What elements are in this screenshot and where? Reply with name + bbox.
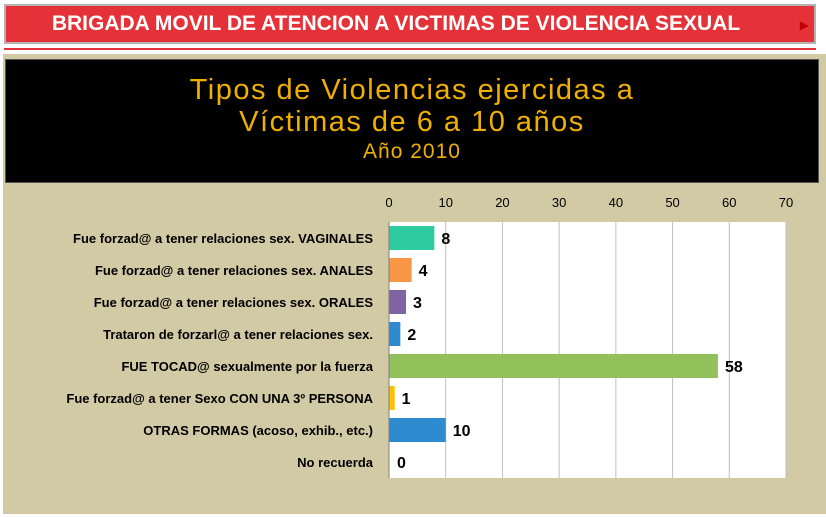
chart-title-box: Tipos de Violencias ejercidas a Víctimas… (5, 59, 819, 183)
data-label: 10 (453, 423, 471, 440)
bar (389, 258, 412, 282)
category-label: Trataron de forzarl@ a tener relaciones … (103, 327, 373, 342)
data-label: 2 (407, 327, 416, 344)
chart-subtitle-year: Año 2010 (363, 140, 461, 163)
bar (389, 418, 446, 442)
category-label: Fue forzad@ a tener relaciones sex. ANAL… (95, 263, 373, 278)
chart-title-line-2: Víctimas de 6 a 10 años (239, 106, 585, 138)
data-label: 58 (725, 359, 743, 376)
bar (389, 226, 435, 250)
data-label: 3 (413, 295, 422, 312)
category-label: Fue forzad@ a tener Sexo CON UNA 3º PERS… (66, 391, 373, 406)
category-label: FUE TOCAD@ sexualmente por la fuerza (121, 359, 373, 374)
bar (389, 322, 401, 346)
category-label: OTRAS FORMAS (acoso, exhib., etc.) (143, 423, 373, 438)
x-tick-label: 0 (385, 195, 392, 210)
header-divider (4, 48, 816, 50)
header-banner: BRIGADA MOVIL DE ATENCION A VICTIMAS DE … (4, 4, 816, 44)
x-tick-label: 60 (722, 195, 736, 210)
x-tick-label: 50 (665, 195, 679, 210)
bar (389, 386, 395, 410)
x-tick-label: 40 (609, 195, 623, 210)
arrow-right-icon[interactable]: ▶ (799, 18, 809, 32)
x-tick-label: 10 (438, 195, 452, 210)
category-label: Fue forzad@ a tener relaciones sex. VAGI… (73, 231, 373, 246)
plot-area (389, 222, 786, 478)
bar (389, 354, 718, 378)
x-tick-label: 70 (779, 195, 793, 210)
category-label: Fue forzad@ a tener relaciones sex. ORAL… (94, 295, 374, 310)
x-tick-label: 20 (495, 195, 509, 210)
data-label: 8 (441, 231, 450, 248)
data-label: 0 (397, 455, 406, 472)
data-label: 4 (419, 263, 428, 280)
category-label: No recuerda (297, 455, 374, 470)
data-label: 1 (402, 391, 411, 408)
chart-title-line-1: Tipos de Violencias ejercidas a (189, 74, 635, 106)
banner-title: BRIGADA MOVIL DE ATENCION A VICTIMAS DE … (51, 12, 741, 35)
bar (389, 290, 407, 314)
x-tick-label: 30 (552, 195, 566, 210)
